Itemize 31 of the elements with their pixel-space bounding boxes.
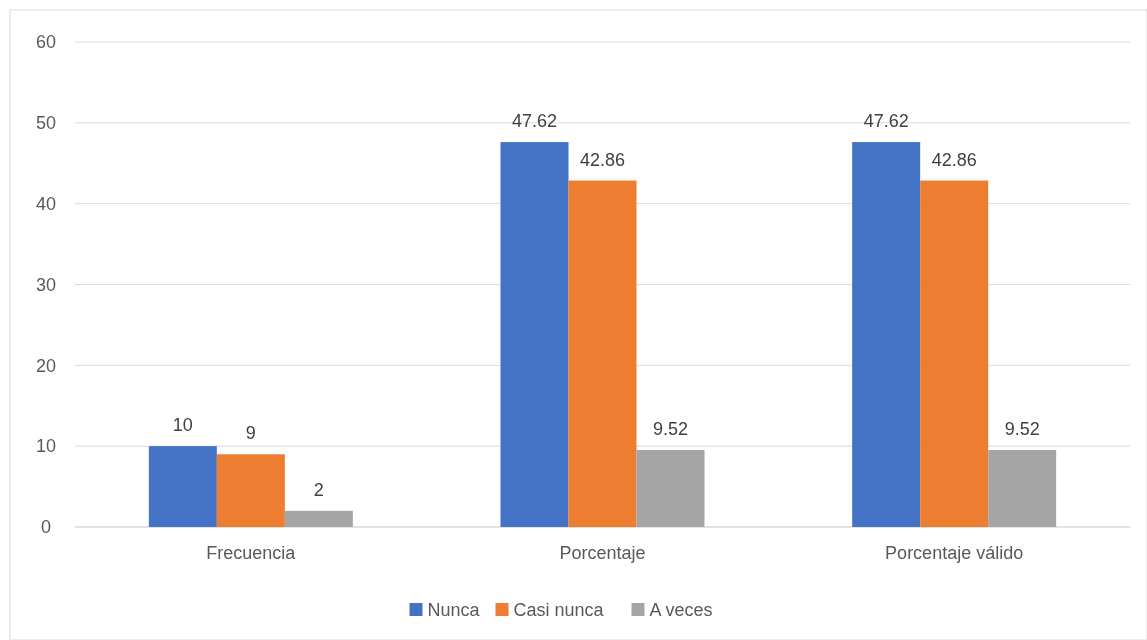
- bar: [636, 450, 705, 527]
- y-tick-label: 10: [35, 436, 57, 457]
- bar: [148, 446, 217, 527]
- legend-label: Nunca: [427, 600, 481, 621]
- x-tick-label: Frecuencia: [206, 543, 297, 563]
- x-tick-label: Porcentaje: [559, 543, 646, 563]
- y-tick-label: 20: [35, 355, 57, 376]
- data-label: 47.62: [863, 111, 909, 132]
- legend-label: A veces: [649, 600, 713, 621]
- bar: [988, 450, 1057, 527]
- bar: [500, 142, 569, 527]
- bar: [568, 180, 637, 527]
- data-label: 42.86: [931, 149, 977, 170]
- data-label: 47.62: [511, 111, 558, 132]
- y-tick-label: 30: [35, 274, 57, 295]
- bar: [852, 142, 921, 527]
- data-label: 10: [172, 415, 193, 436]
- data-label: 9: [245, 423, 256, 444]
- legend-label: Casi nunca: [513, 600, 605, 621]
- data-label: 2: [313, 479, 324, 500]
- y-tick-label: 50: [35, 113, 57, 134]
- x-tick-label: Porcentaje válido: [885, 543, 1024, 563]
- y-tick-label: 60: [35, 32, 57, 53]
- y-tick-label: 40: [35, 193, 57, 214]
- data-label: 9.52: [1004, 419, 1040, 440]
- bar: [216, 454, 285, 527]
- data-label: 42.86: [579, 149, 626, 170]
- bar: [284, 510, 353, 527]
- data-label: 9.52: [652, 419, 689, 440]
- bar: [920, 180, 989, 527]
- y-tick-label: 0: [40, 517, 52, 538]
